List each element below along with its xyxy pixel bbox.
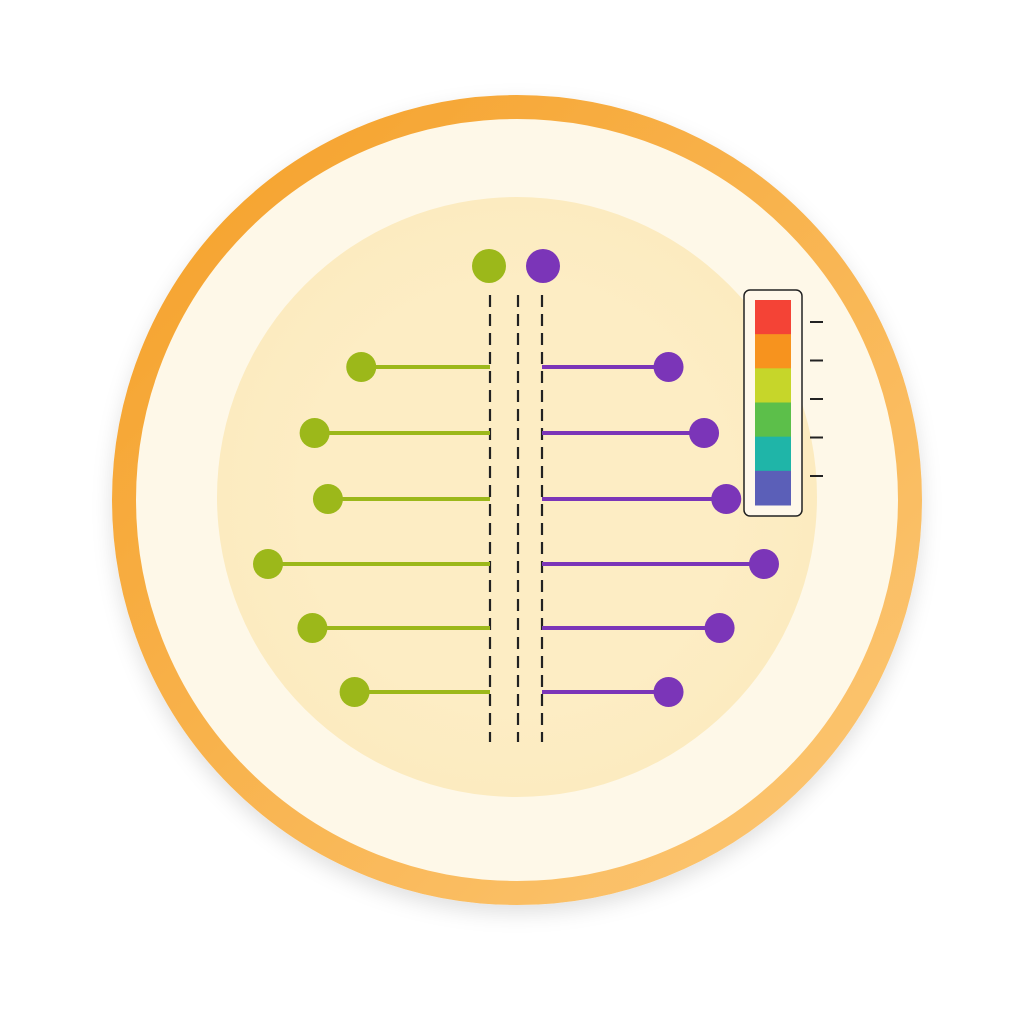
lollipop-dot-left <box>253 549 283 579</box>
colorbar-segment <box>755 300 791 335</box>
lollipop-dot-right <box>704 613 735 643</box>
colorbar-segment <box>755 436 791 472</box>
lollipops <box>253 352 779 707</box>
lollipop-dot-left <box>299 418 330 448</box>
lollipop-dot-right <box>749 549 779 579</box>
lollipop-dot-left <box>312 484 343 514</box>
lollipop-dot-right <box>711 484 742 514</box>
legend-marker <box>472 249 506 283</box>
lollipop-dot-right <box>653 352 684 382</box>
legend-marker <box>526 249 560 283</box>
axis-lines <box>488 295 544 742</box>
colorbar-segment <box>755 368 791 403</box>
colorbar-segment <box>755 402 791 438</box>
colorbar-segment <box>755 470 791 506</box>
lollipop-dot-right <box>653 677 684 707</box>
colorbar-segment <box>755 334 791 369</box>
lollipop-dot-right <box>689 418 720 448</box>
lollipop-dot-left <box>346 352 377 382</box>
lollipop-dot-left <box>297 613 328 643</box>
colorbar <box>743 289 823 517</box>
legend <box>472 249 560 283</box>
lollipop-dot-left <box>339 677 370 707</box>
